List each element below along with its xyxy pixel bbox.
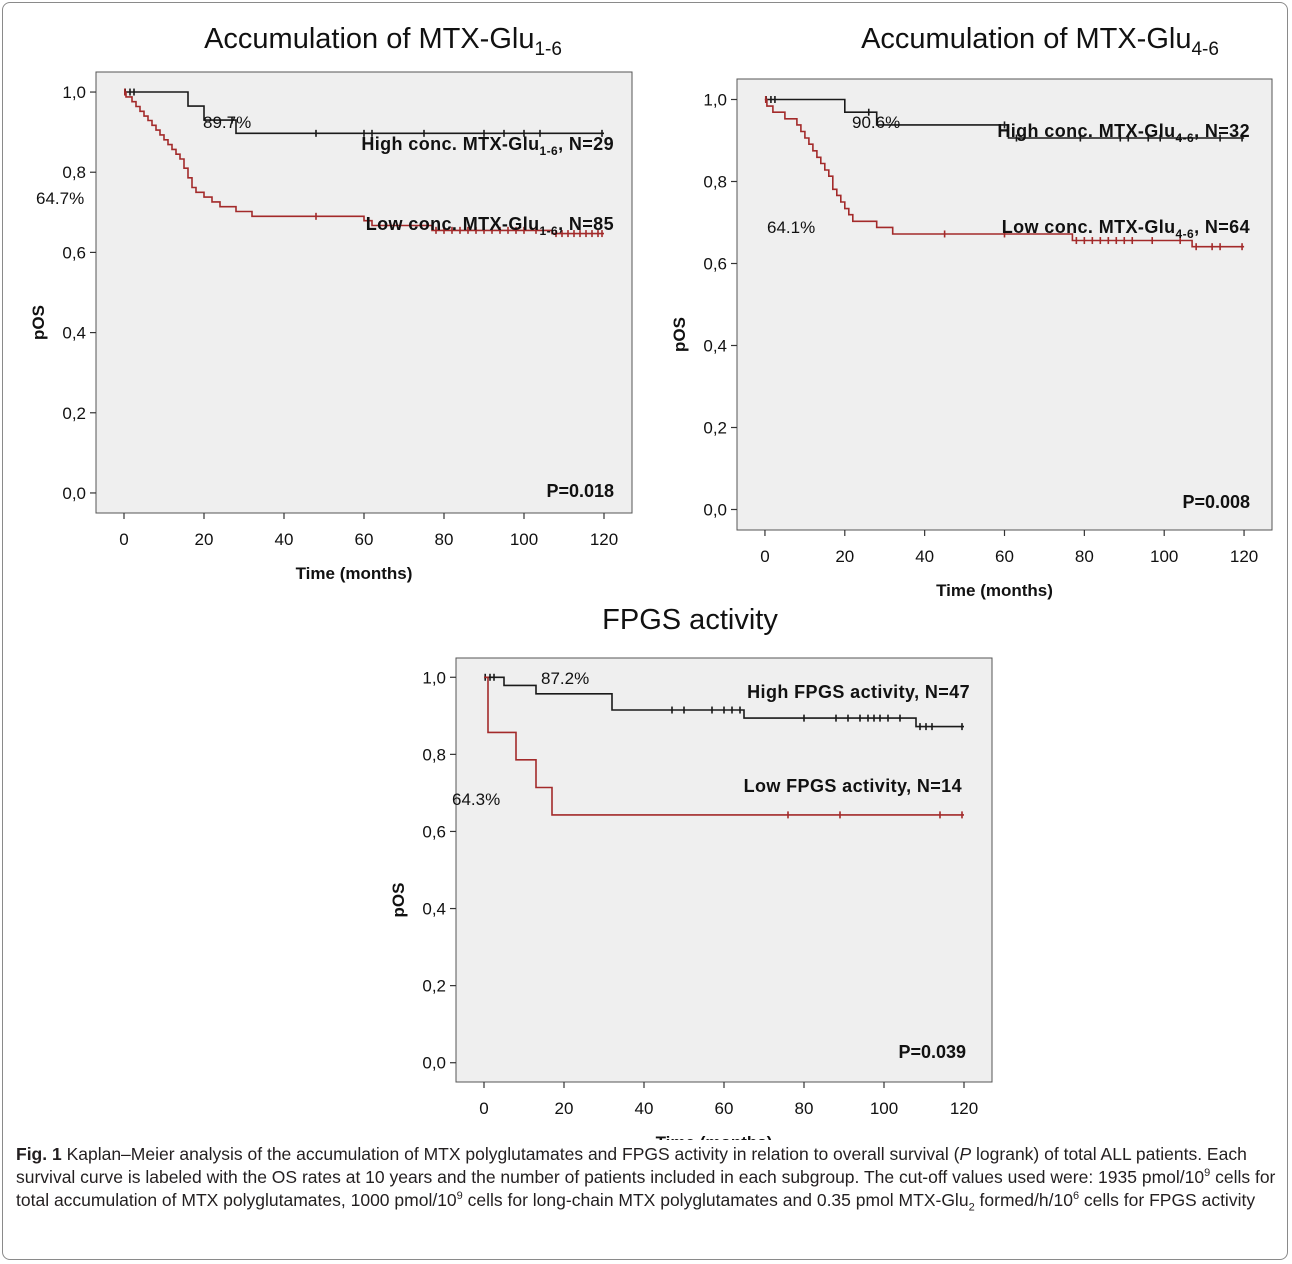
plot-area <box>95 71 633 514</box>
y-tick-label: 0,2 <box>62 404 86 423</box>
plot-area <box>736 78 1273 531</box>
x-tick-label: 80 <box>435 530 454 549</box>
os-rate-label: 64.7% <box>36 189 84 208</box>
chart-title: Accumulation of MTX-Glu1-6 <box>204 23 562 60</box>
series-name-label: Low FPGS activity, N=14 <box>744 776 962 796</box>
figure-canvas: Accumulation of MTX-Glu1-6 0,0 0,2 0,4 0,6 0,… <box>29 23 1273 1140</box>
os-rate-label: 64.3% <box>452 790 500 809</box>
series-name-label: Low conc. MTX-Glu1-6, N=85 <box>366 214 614 238</box>
os-rate-label: 90.6% <box>852 113 900 132</box>
caption-text: Kaplan–Meier analysis of the accumulatio… <box>16 1144 1276 1214</box>
y-tick-label: 0,2 <box>422 977 446 996</box>
x-tick-label: 20 <box>195 530 214 549</box>
survival-curve-low <box>764 98 1245 248</box>
survival-curve-low <box>484 676 964 816</box>
series-name-label: High conc. MTX-Glu1-6, N=29 <box>361 134 614 158</box>
y-axis-label: pOS <box>389 883 408 918</box>
x-tick-label: 100 <box>870 1099 898 1118</box>
x-axis-label: Time (months) <box>936 581 1053 600</box>
x-tick-label: 60 <box>355 530 374 549</box>
y-tick-label: 0,8 <box>422 745 446 764</box>
y-axis-label: pOS <box>670 317 689 352</box>
x-tick-label: 20 <box>835 547 854 566</box>
x-tick-label: 60 <box>995 547 1014 566</box>
y-tick-label: 0,4 <box>422 900 446 919</box>
km-plot-mtx-glu-4-6: Accumulation of MTX-Glu4-6 0,0 0,2 0,4 0,6 0,… <box>670 23 1273 600</box>
x-tick-label: 0 <box>119 530 128 549</box>
x-tick-label: 120 <box>1230 547 1258 566</box>
y-tick-label: 1,0 <box>703 91 727 110</box>
p-value-label: P=0.018 <box>546 481 614 501</box>
x-tick-label: 120 <box>590 530 618 549</box>
x-tick-label: 120 <box>950 1099 978 1118</box>
y-tick-label: 0,8 <box>62 163 86 182</box>
p-value-label: P=0.008 <box>1182 492 1250 512</box>
os-rate-label: 87.2% <box>541 669 589 688</box>
y-tick-label: 1,0 <box>422 668 446 687</box>
os-rate-label: 89.7% <box>203 113 251 132</box>
y-tick-label: 0,4 <box>62 324 86 343</box>
x-axis-label: Time (months) <box>296 564 413 583</box>
chart-title: Accumulation of MTX-Glu4-6 <box>861 23 1219 60</box>
y-tick-label: 0,6 <box>62 243 86 262</box>
y-tick-label: 0,0 <box>62 484 86 503</box>
x-tick-label: 80 <box>1075 547 1094 566</box>
caption-label: Fig. 1 <box>16 1144 62 1164</box>
figure-caption: Fig. 1 Kaplan–Meier analysis of the accu… <box>16 1143 1278 1214</box>
y-tick-label: 0,6 <box>703 255 727 274</box>
survival-curve-low <box>124 91 604 235</box>
y-tick-label: 0,6 <box>422 822 446 841</box>
x-tick-label: 40 <box>635 1099 654 1118</box>
x-tick-label: 20 <box>555 1099 574 1118</box>
series-name-label: Low conc. MTX-Glu4-6, N=64 <box>1002 217 1250 241</box>
y-tick-label: 0,4 <box>703 337 727 356</box>
survival-curve-high <box>484 676 964 728</box>
x-tick-label: 60 <box>715 1099 734 1118</box>
x-tick-label: 0 <box>479 1099 488 1118</box>
x-tick-label: 100 <box>1150 547 1178 566</box>
survival-curve-high <box>764 98 1245 139</box>
series-name-label: High conc. MTX-Glu4-6, N=32 <box>997 121 1250 145</box>
survival-curve-high <box>124 91 604 135</box>
y-tick-label: 1,0 <box>62 83 86 102</box>
x-tick-label: 40 <box>275 530 294 549</box>
km-plot-fpgs-activity: FPGS activity 0,0 0,2 0,4 0,6 0,8 1,0 0 20 40 60 80… <box>389 604 993 1140</box>
x-tick-label: 0 <box>760 547 769 566</box>
y-tick-label: 0,0 <box>703 501 727 520</box>
x-axis-label: Time (months) <box>656 1133 773 1140</box>
series-name-label: High FPGS activity, N=47 <box>747 682 970 702</box>
y-axis-label: pOS <box>29 305 48 340</box>
y-tick-label: 0,2 <box>703 419 727 438</box>
p-value-label: P=0.039 <box>898 1042 966 1062</box>
y-tick-label: 0,8 <box>703 173 727 192</box>
x-tick-label: 100 <box>510 530 538 549</box>
x-tick-label: 80 <box>795 1099 814 1118</box>
km-plot-mtx-glu-1-6: Accumulation of MTX-Glu1-6 0,0 0,2 0,4 0,6 0,… <box>29 23 633 583</box>
chart-title: FPGS activity <box>602 604 778 636</box>
os-rate-label: 64.1% <box>767 218 815 237</box>
x-tick-label: 40 <box>915 547 934 566</box>
plot-area <box>455 657 993 1083</box>
y-tick-label: 0,0 <box>422 1054 446 1073</box>
